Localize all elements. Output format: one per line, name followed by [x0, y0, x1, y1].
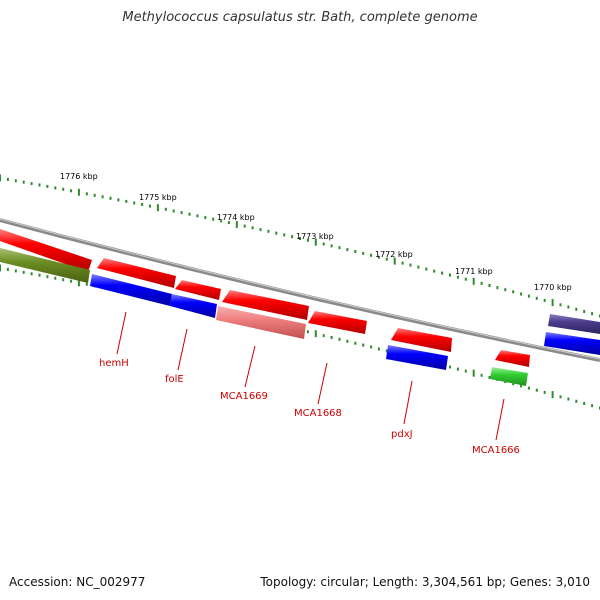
cds-feature — [216, 306, 306, 339]
accession-text: Accession: NC_002977 — [9, 575, 146, 589]
cds-feature — [175, 280, 221, 300]
feature-track-inner — [90, 274, 600, 386]
gene-labels: hemH folE MCA1669 MCA1668 pdxJ MCA1666 — [99, 358, 520, 456]
map-title: Methylococcus capsulatus str. Bath, comp… — [122, 10, 478, 25]
scale-label: 1776 kbp — [60, 172, 98, 181]
genome-backbone — [0, 218, 600, 362]
scale-label: 1775 kbp — [139, 193, 177, 202]
scale-label: 1770 kbp — [534, 283, 572, 292]
scale-label: 1772 kbp — [375, 250, 413, 259]
gene-label-hemh: hemH — [99, 358, 129, 369]
cds-feature — [548, 314, 600, 334]
scale-label: 1774 kbp — [217, 213, 255, 222]
cds-feature — [386, 345, 448, 370]
cds-feature — [490, 367, 528, 386]
scale-label: 1771 kbp — [455, 267, 493, 276]
cds-feature — [0, 229, 92, 272]
tick-marks — [0, 174, 600, 410]
gene-leader-lines — [116, 311, 505, 441]
gene-label-mca1669: MCA1669 — [220, 391, 268, 402]
cds-feature — [544, 332, 600, 355]
cds-feature — [90, 274, 172, 306]
scale-labels: 1776 kbp 1775 kbp 1774 kbp 1773 kbp 1772… — [60, 172, 572, 292]
gene-label-mca1666: MCA1666 — [472, 445, 520, 456]
cds-feature — [495, 350, 530, 367]
cds-feature — [97, 258, 176, 288]
cds-feature — [391, 328, 452, 352]
genome-backbone-highlight — [0, 218, 600, 360]
gene-label-fole: folE — [165, 374, 184, 385]
cds-feature — [170, 294, 217, 318]
cds-feature — [0, 248, 90, 283]
cds-feature — [222, 290, 309, 320]
topology-text: Topology: circular; Length: 3,304,561 bp… — [260, 575, 590, 589]
cds-feature — [308, 311, 367, 334]
feature-track-outer — [0, 229, 600, 367]
gene-label-mca1668: MCA1668 — [294, 408, 342, 419]
scale-label: 1773 kbp — [296, 232, 334, 241]
gene-label-pdxj: pdxJ — [391, 429, 413, 440]
